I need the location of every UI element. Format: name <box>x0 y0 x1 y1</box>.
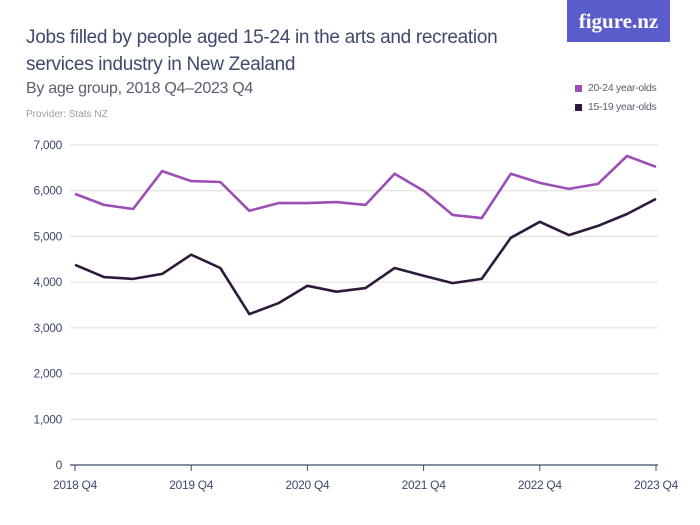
figure-nz-logo[interactable]: figure.nz <box>567 0 670 42</box>
provider-note: Provider: Stats NZ <box>26 109 108 120</box>
x-tick-label: 2018 Q4 <box>53 478 98 492</box>
y-tick-label: 6,000 <box>33 184 62 198</box>
x-tick-label: 2020 Q4 <box>285 478 330 492</box>
y-tick-label: 2,000 <box>33 367 62 381</box>
y-tick-label: 0 <box>56 458 63 472</box>
y-tick-label: 1,000 <box>33 412 62 426</box>
x-tick-label: 2021 Q4 <box>402 478 447 492</box>
x-tick-label: 2022 Q4 <box>518 478 563 492</box>
x-tick-label: 2019 Q4 <box>169 478 214 492</box>
legend-item-15-19: 15-19 year-olds <box>575 101 657 113</box>
legend-swatch <box>575 84 582 92</box>
series-line-20-24 <box>74 154 657 220</box>
legend-item-20-24: 20-24 year-olds <box>575 82 657 94</box>
legend-label: 20-24 year-olds <box>588 82 657 94</box>
legend-label: 15-19 year-olds <box>588 101 657 113</box>
chart-subtitle: By age group, 2018 Q4–2023 Q4 <box>26 80 254 97</box>
y-tick-label: 7,000 <box>33 138 62 152</box>
y-tick-label: 3,000 <box>33 321 62 335</box>
legend-swatch <box>575 103 582 111</box>
x-tick-label: 2023 Q4 <box>634 478 679 492</box>
y-tick-label: 5,000 <box>33 229 62 243</box>
series-line-15-19 <box>74 197 657 316</box>
y-tick-label: 4,000 <box>33 275 62 289</box>
chart-title: Jobs filled by people aged 15-24 in the … <box>26 27 498 75</box>
